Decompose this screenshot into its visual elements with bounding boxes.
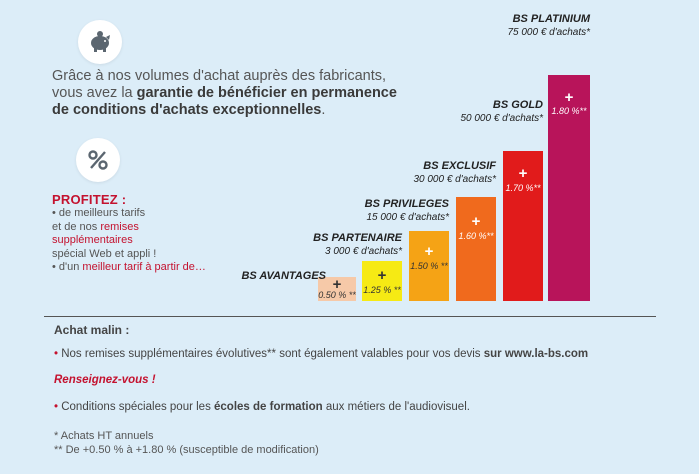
profitez-item: supplémentaires: [52, 234, 133, 246]
plus-icon: +: [332, 276, 342, 293]
profitez-title: PROFITEZ :: [52, 192, 127, 207]
level-bar-privileges: + 1.50 % **: [409, 231, 449, 301]
level-label-gold: BS GOLD 50 000 € d'achats*: [460, 99, 543, 124]
profitez-list: • de meilleurs tarifs et de nos remises …: [52, 207, 252, 275]
achat-malin-title: Achat malin :: [54, 323, 130, 337]
renseignez-vous: Renseignez-vous !: [54, 374, 156, 386]
level-percent: 1.80 %**: [551, 106, 587, 116]
achat-line-ecoles: • Conditions spéciales pour les écoles d…: [54, 401, 470, 413]
level-label-privileges: BS PRIVILEGES 15 000 € d'achats*: [364, 198, 449, 223]
level-percent: 1.50 % **: [410, 261, 448, 271]
level-label-partenaire: BS PARTENAIRE 3 000 € d'achats*: [313, 232, 402, 257]
plus-icon: +: [377, 267, 387, 284]
divider: [44, 316, 656, 317]
profitez-item: spécial Web et appli !: [52, 247, 157, 260]
achat-line-remises: • Nos remises supplémentaires évolutives…: [54, 348, 589, 360]
level-bar-gold: + 1.70 %**: [503, 151, 543, 301]
plus-icon: +: [471, 213, 481, 230]
level-percent: 1.60 %**: [458, 231, 494, 241]
plus-icon: +: [564, 89, 574, 106]
level-percent: 1.25 % **: [363, 285, 401, 295]
profitez-item: • d'un meilleur tarif à partir de…: [52, 261, 206, 273]
level-percent: 0.50 % **: [318, 290, 356, 300]
level-bar-avantages: + 0.50 % **: [318, 276, 356, 301]
percent-icon: [76, 138, 120, 182]
level-bar-exclusif: + 1.60 %**: [456, 197, 496, 301]
profitez-item: et de nos remises: [52, 220, 139, 233]
level-percent: 1.70 %**: [505, 183, 541, 193]
footnote-remises: ** De +0.50 % à +1.80 % (susceptible de …: [54, 444, 319, 456]
level-label-avantages: BS AVANTAGES: [241, 270, 326, 282]
level-bar-partenaire: + 1.25 % **: [362, 261, 402, 301]
level-bar-platinium: + 1.80 %**: [548, 75, 590, 301]
piggy-bank-icon: [78, 20, 122, 64]
intro-text: Grâce à nos volumes d'achat auprès des f…: [52, 68, 397, 118]
plus-icon: +: [424, 243, 434, 260]
footnote-achats: * Achats HT annuels: [54, 430, 154, 442]
plus-icon: +: [518, 165, 528, 182]
level-label-platinium: BS PLATINIUM 75 000 € d'achats*: [507, 13, 590, 38]
profitez-item: • de meilleurs tarifs: [52, 207, 146, 219]
level-label-exclusif: BS EXCLUSIF 30 000 € d'achats*: [413, 160, 496, 185]
